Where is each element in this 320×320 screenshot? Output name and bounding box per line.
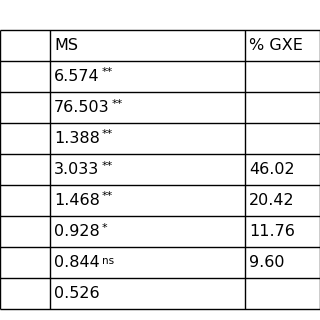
Text: 9.60: 9.60 <box>249 255 284 270</box>
Text: % GXE: % GXE <box>249 38 303 53</box>
Text: **: ** <box>102 161 113 171</box>
Text: 1.388: 1.388 <box>54 131 100 146</box>
Text: **: ** <box>111 99 123 108</box>
Text: 1.468: 1.468 <box>54 193 100 208</box>
Text: 11.76: 11.76 <box>249 224 295 239</box>
Text: MS: MS <box>54 38 78 53</box>
Text: 6.574: 6.574 <box>54 69 100 84</box>
Text: 0.844: 0.844 <box>54 255 100 270</box>
Text: 20.42: 20.42 <box>249 193 295 208</box>
Text: **: ** <box>102 130 113 140</box>
Text: ns: ns <box>102 255 114 266</box>
Text: **: ** <box>102 68 113 77</box>
Text: **: ** <box>102 191 113 202</box>
Text: 3.033: 3.033 <box>54 162 99 177</box>
Text: *: * <box>102 222 108 233</box>
Text: 76.503: 76.503 <box>54 100 110 115</box>
Text: 0.928: 0.928 <box>54 224 100 239</box>
Text: 46.02: 46.02 <box>249 162 295 177</box>
Text: 0.526: 0.526 <box>54 286 100 301</box>
